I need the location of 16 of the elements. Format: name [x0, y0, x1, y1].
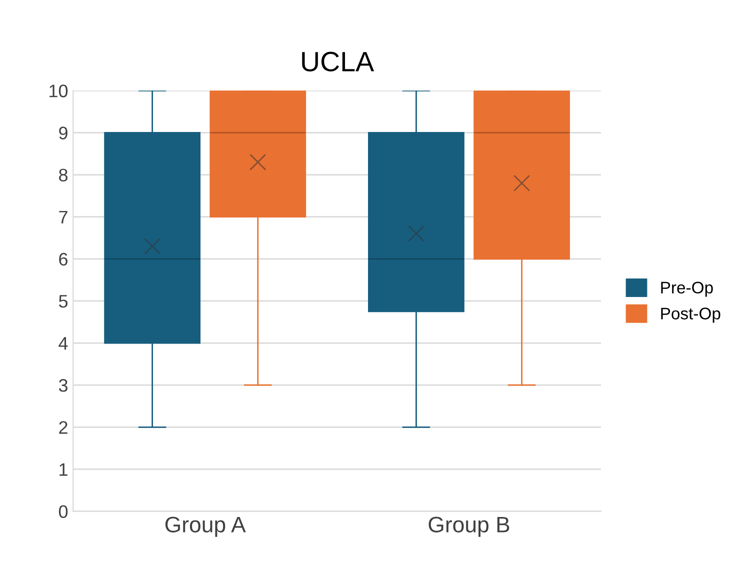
x-tick-label: Group A: [165, 516, 246, 537]
y-tick-label: 8: [59, 168, 68, 182]
y-tick-label: 6: [59, 252, 68, 266]
y-tick-label: 4: [58, 337, 68, 350]
y-tick-label: 1: [60, 463, 68, 476]
y-tick-label: 0: [58, 505, 68, 518]
chart-title: UCLA: [302, 52, 374, 72]
legend-label: Post-Op: [661, 308, 720, 323]
x-tick-label: Group B: [428, 516, 510, 537]
y-tick-label: 3: [58, 379, 68, 392]
y-tick-label: 10: [50, 84, 68, 98]
y-tick-label: 2: [59, 421, 68, 434]
y-tick-label: 5: [58, 295, 68, 308]
y-tick-label: 9: [59, 126, 68, 140]
y-tick-label: 7: [59, 210, 68, 224]
legend-label: Pre-Op: [661, 282, 713, 297]
